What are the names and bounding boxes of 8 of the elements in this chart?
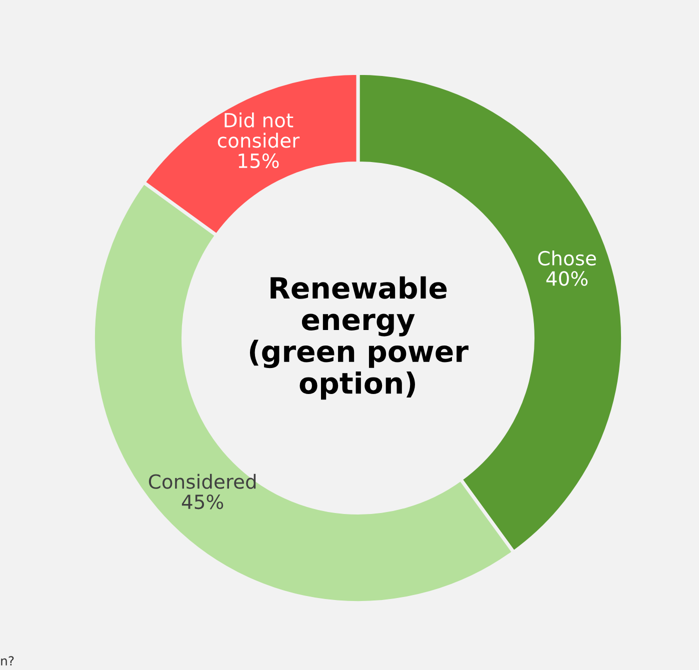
data-label: 40% xyxy=(546,271,588,286)
slice-label: Did not consider xyxy=(218,112,300,148)
text: n? xyxy=(1,656,14,666)
text: Renewable energy (green power option) xyxy=(250,276,468,400)
slice-label: Chose xyxy=(538,250,596,266)
data-label: 15% xyxy=(238,153,279,168)
data-label: 45% xyxy=(182,494,224,510)
slice-label: Considered xyxy=(148,474,256,489)
